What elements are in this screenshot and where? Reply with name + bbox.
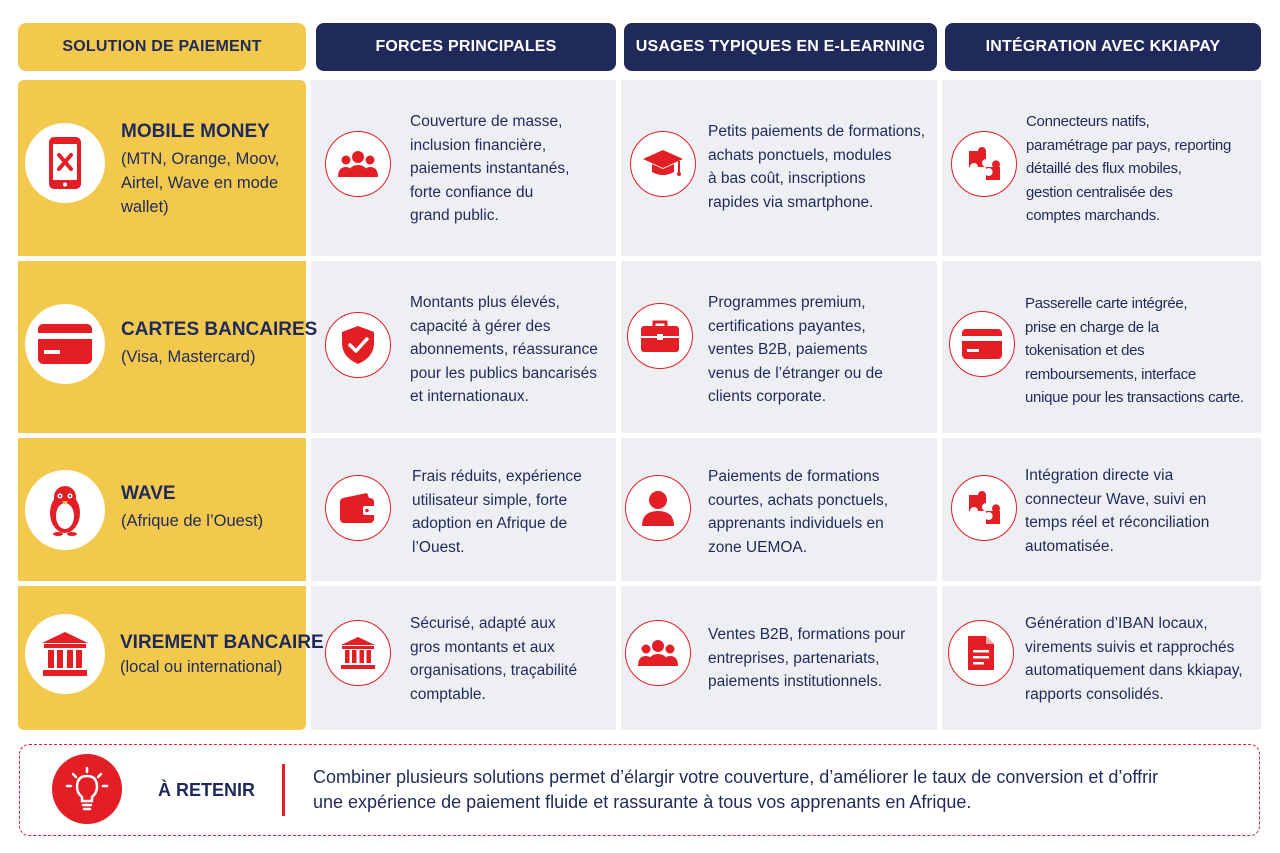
- solution-title: VIREMENT BANCAIRE: [120, 632, 324, 653]
- users-icon: [638, 636, 678, 670]
- shield-check-icon: [341, 325, 375, 365]
- solution-title: MOBILE MONEY: [121, 121, 270, 142]
- solution-title: WAVE: [121, 483, 176, 504]
- lightbulb-icon: [65, 766, 109, 812]
- solution-title: CARTES BANCAIRES: [121, 319, 318, 340]
- puzzle-icon: [966, 489, 1002, 527]
- solution-subtitle: (Visa, Mastercard): [121, 348, 256, 366]
- usages-text: Programmes premium, certifications payan…: [708, 294, 883, 405]
- credit-card-icon: [962, 329, 1002, 359]
- usages-icon-circle: [630, 131, 696, 197]
- header-integration: INTÉGRATION AVEC KKIAPAY: [945, 23, 1261, 71]
- solution-icon-circle: [25, 470, 105, 550]
- solution-subtitle: (Afrique de l’Ouest): [121, 512, 264, 530]
- row-divider: [18, 433, 306, 438]
- usages-text: Petits paiements de formations, achats p…: [708, 123, 926, 211]
- user-icon: [641, 490, 675, 526]
- integration-text: Intégration directe via connecteur Wave,…: [1025, 467, 1210, 555]
- retain-divider: [282, 764, 285, 816]
- solution-subtitle: (MTN, Orange, Moov, Airtel, Wave en mode…: [121, 150, 280, 216]
- puzzle-icon: [966, 145, 1002, 183]
- credit-card-icon: [38, 324, 92, 364]
- users-icon: [338, 147, 378, 181]
- forces-icon-circle: [325, 475, 391, 541]
- forces-icon-circle: [325, 312, 391, 378]
- usages-icon-circle: [627, 303, 693, 369]
- usages-icon-circle: [625, 475, 691, 541]
- integration-icon-circle: [948, 620, 1014, 686]
- bulb-circle: [52, 754, 122, 824]
- usages-icon-circle: [625, 620, 691, 686]
- header-forces: FORCES PRINCIPALES: [316, 23, 616, 71]
- wallet-icon: [339, 492, 377, 524]
- forces-text: Montants plus élevés, capacité à gérer d…: [410, 294, 598, 405]
- retain-label: À RETENIR: [158, 780, 256, 800]
- integration-text: Connecteurs natifs, paramétrage par pays…: [1026, 113, 1231, 224]
- retain-box: [19, 744, 1260, 836]
- solution-subtitle: (local ou international): [120, 658, 283, 676]
- solution-icon-circle: [25, 123, 105, 203]
- integration-text: Passerelle carte intégrée, prise en char…: [1025, 295, 1244, 406]
- graduation-cap-icon: [642, 147, 684, 181]
- forces-text: Frais réduits, expérience utilisateur si…: [412, 468, 582, 556]
- document-icon: [967, 635, 995, 671]
- briefcase-icon: [640, 319, 680, 353]
- solution-icon-circle: [25, 304, 105, 384]
- forces-icon-circle: [325, 131, 391, 197]
- row-divider: [18, 581, 306, 586]
- bank-icon: [340, 636, 376, 670]
- header-usages: USAGES TYPIQUES EN E-LEARNING: [624, 23, 937, 71]
- smartphone-icon: [45, 135, 85, 191]
- usages-text: Ventes B2B, formations pour entreprises,…: [708, 626, 906, 690]
- bank-icon: [41, 631, 89, 677]
- retain-text: Combiner plusieurs solutions permet d’él…: [313, 767, 1159, 812]
- forces-icon-circle: [325, 620, 391, 686]
- integration-icon-circle: [949, 311, 1015, 377]
- integration-icon-circle: [951, 475, 1017, 541]
- integration-text: Génération d’IBAN locaux, virements suiv…: [1025, 615, 1243, 703]
- header-solution: SOLUTION DE PAIEMENT: [18, 23, 306, 71]
- usages-text: Paiements de formations courtes, achats …: [708, 468, 889, 556]
- integration-icon-circle: [951, 131, 1017, 197]
- solution-icon-circle: [25, 614, 105, 694]
- row-divider: [18, 256, 306, 261]
- forces-text: Sécurisé, adapté aux gros montants et au…: [410, 615, 578, 703]
- penguin-icon: [45, 483, 85, 537]
- forces-text: Couverture de masse, inclusion financièr…: [410, 113, 570, 224]
